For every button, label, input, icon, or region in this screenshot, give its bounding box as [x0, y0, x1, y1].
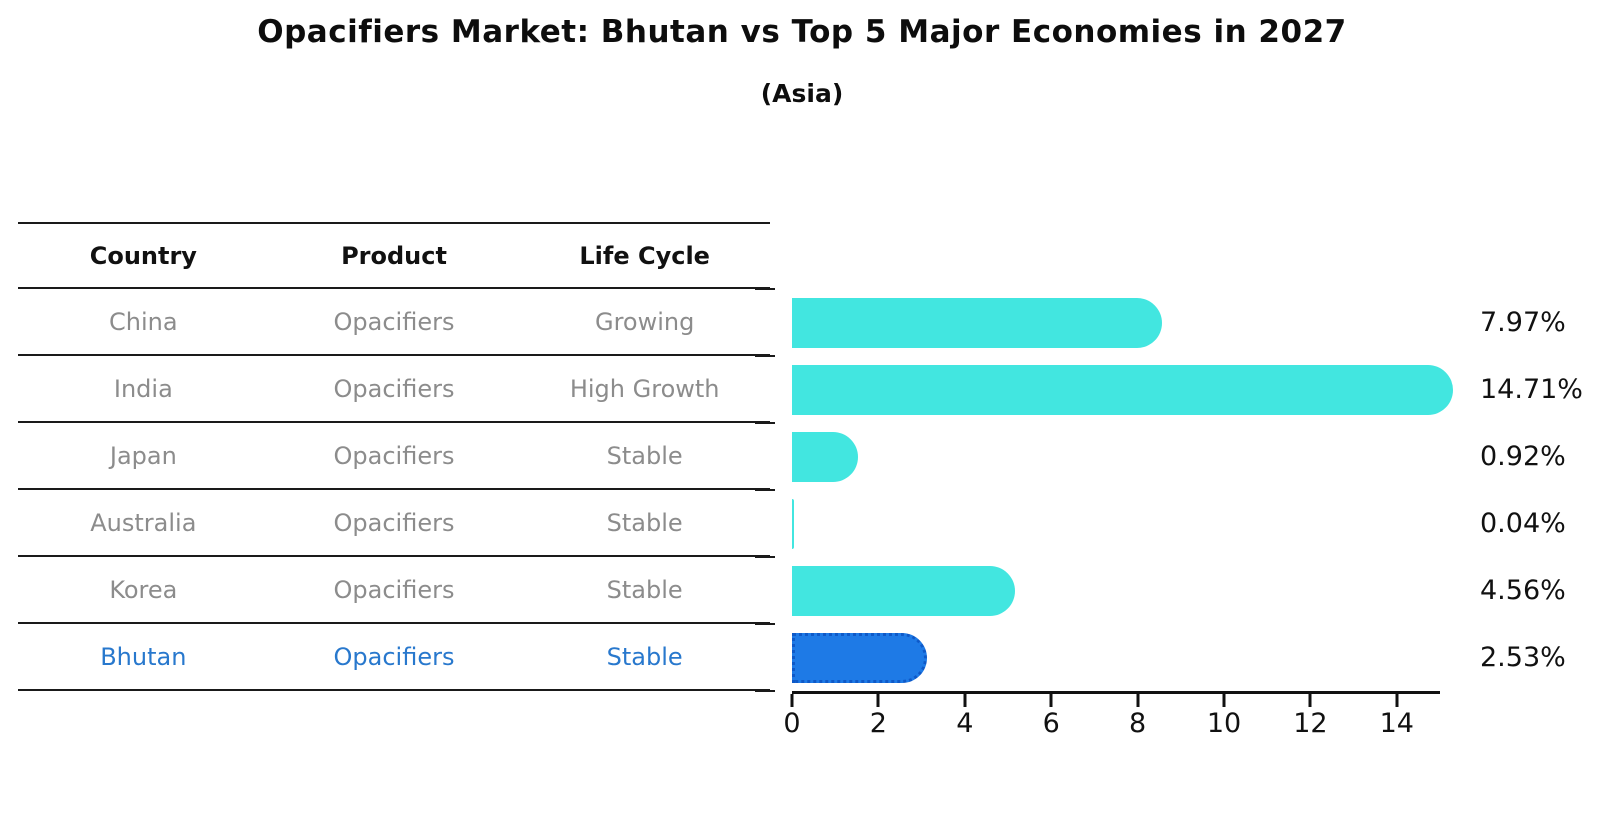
lifecycle-cell: Stable [606, 508, 683, 537]
product-cell: Opacifiers [333, 642, 455, 671]
value-label-japan: 0.92% [1480, 441, 1566, 472]
lifecycle-cell: Stable [606, 575, 683, 604]
x-tick-label-0: 0 [783, 708, 801, 739]
x-tick-label-12: 12 [1293, 708, 1328, 739]
table-row-bhutan: Bhutan Opacifiers Stable [18, 624, 770, 691]
product-cell: Opacifiers [333, 374, 455, 403]
value-label-china: 7.97% [1480, 307, 1566, 338]
country-cell: Japan [109, 441, 177, 470]
y-tick-6 [755, 690, 775, 692]
country-cell: Bhutan [100, 642, 187, 671]
table-row-korea: Korea Opacifiers Stable [18, 557, 770, 624]
x-axis-line [792, 691, 1440, 694]
bar-india [792, 364, 1454, 415]
country-cell: Korea [109, 575, 178, 604]
lifecycle-cell: Stable [606, 441, 683, 470]
column-header-product: Product [341, 241, 447, 270]
chart-subtitle: (Asia) [760, 79, 844, 108]
bar-row-australia [792, 490, 1440, 557]
y-tick-1 [755, 355, 775, 357]
x-tick-8 [1136, 694, 1140, 707]
table-row-japan: Japan Opacifiers Stable [18, 423, 770, 490]
x-tick-label-6: 6 [1042, 708, 1060, 739]
x-tick-2 [876, 694, 880, 707]
bar-plot-area: 0 2 4 6 8 10 12 14 7.97% 14.71% 0.92% 0.04% 4.56% 2.… [755, 288, 1583, 739]
lifecycle-cell: Stable [606, 642, 683, 671]
product-cell: Opacifiers [333, 575, 455, 604]
column-header-country: Country [89, 241, 197, 270]
value-label-australia: 0.04% [1480, 508, 1566, 539]
table-row-india: India Opacifiers High Growth [18, 356, 770, 423]
chart-title: Opacifiers Market: Bhutan vs Top 5 Major… [257, 14, 1347, 50]
x-tick-6 [1049, 694, 1053, 707]
table-header-row: Country Product Life Cycle [18, 222, 770, 289]
value-label-korea: 4.56% [1480, 575, 1566, 606]
lifecycle-cell: High Growth [569, 374, 720, 403]
x-tick-12 [1308, 694, 1312, 707]
bar-korea [792, 565, 1015, 616]
country-cell: Australia [90, 508, 197, 537]
x-tick-0 [790, 694, 794, 707]
lifecycle-cell: Growing [594, 307, 695, 336]
bar-japan [792, 431, 858, 482]
product-cell: Opacifiers [333, 307, 455, 336]
y-tick-0 [755, 288, 775, 290]
column-header-lifecycle: Life Cycle [579, 241, 710, 270]
table-body: China Opacifiers Growing India Opacifiers Hig… [18, 289, 770, 691]
x-tick-label-14: 14 [1379, 708, 1414, 739]
country-cell: China [109, 307, 178, 336]
product-cell: Opacifiers [333, 508, 455, 537]
bar-australia [792, 498, 794, 549]
bar-row-bhutan [792, 624, 1440, 691]
x-tick-label-10: 10 [1206, 708, 1242, 739]
bar-row-india [792, 356, 1454, 423]
x-tick-4 [963, 694, 967, 707]
y-tick-3 [755, 489, 775, 491]
table-row-china: China Opacifiers Growing [18, 289, 770, 356]
product-cell: Opacifiers [333, 441, 455, 470]
x-tick-label-8: 8 [1129, 708, 1147, 739]
bar-china [792, 297, 1163, 348]
value-label-india: 14.71% [1480, 374, 1583, 405]
bar-bhutan [792, 632, 928, 683]
y-tick-5 [755, 623, 775, 625]
y-tick-2 [755, 422, 775, 424]
country-cell: India [113, 374, 173, 403]
x-tick-14 [1395, 694, 1399, 707]
x-tick-10 [1222, 694, 1226, 707]
bar-row-korea [792, 557, 1440, 624]
data-table: Country Product Life Cycle China Opacifie… [18, 222, 770, 691]
bar-row-japan [792, 423, 1440, 490]
value-label-bhutan: 2.53% [1480, 642, 1566, 673]
x-tick-label-2: 2 [869, 708, 887, 739]
y-tick-4 [755, 556, 775, 558]
table-row-australia: Australia Opacifiers Stable [18, 490, 770, 557]
x-tick-label-4: 4 [956, 708, 974, 739]
bar-row-china [792, 289, 1440, 356]
